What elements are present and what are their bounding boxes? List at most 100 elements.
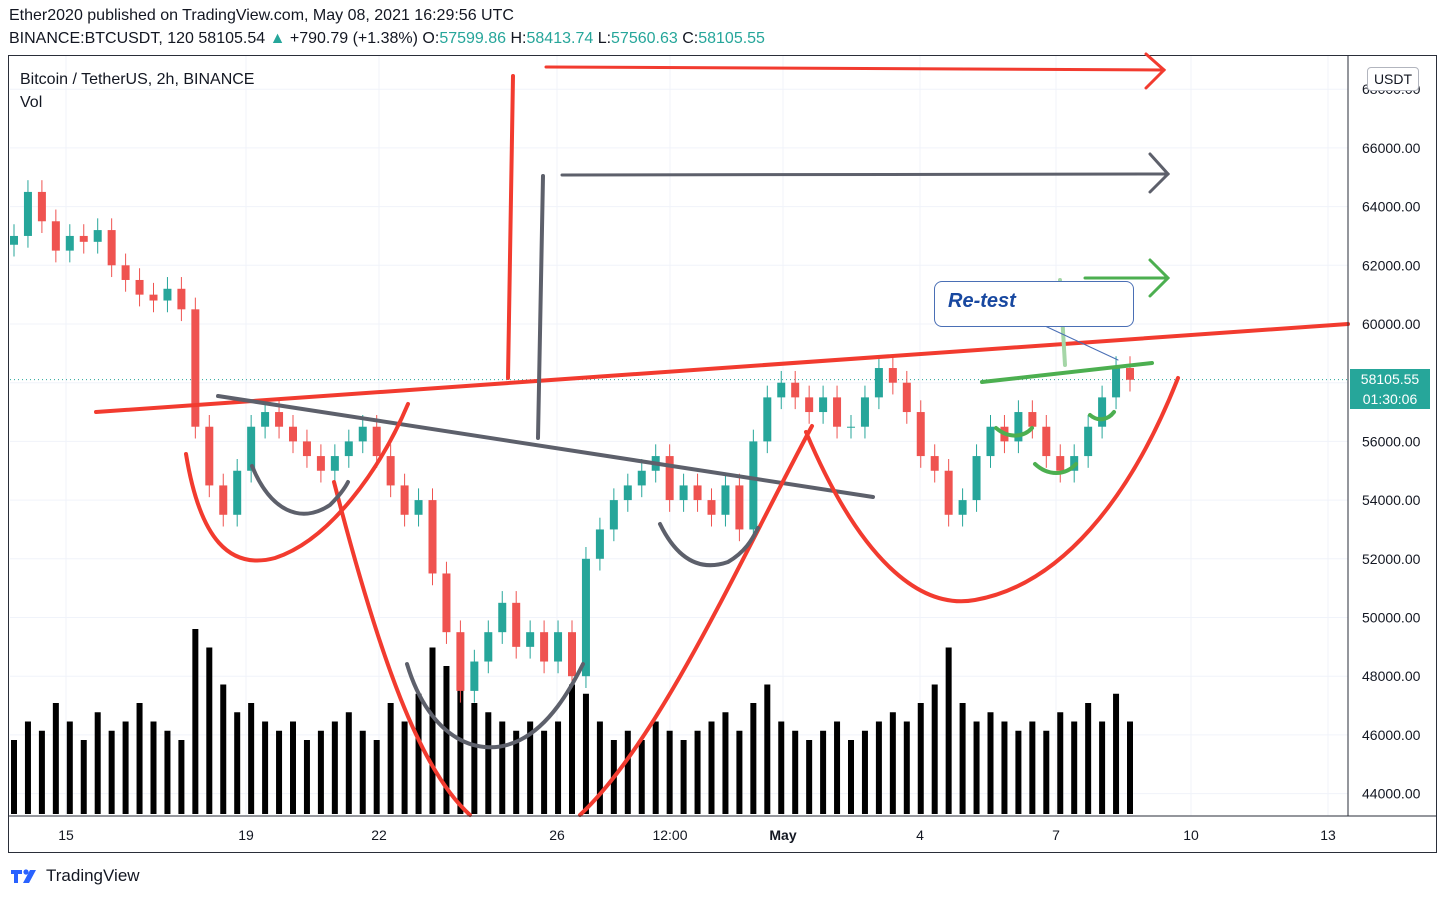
x-tick-label: 26 <box>549 827 565 843</box>
volume-bar <box>94 712 101 814</box>
close-label: C: <box>682 30 699 47</box>
candle-body <box>665 456 674 501</box>
volume-bar <box>499 721 506 814</box>
volume-bar <box>1113 693 1120 814</box>
high-label: H: <box>510 30 527 47</box>
candle-body <box>386 456 395 486</box>
volume-bar <box>38 730 45 814</box>
volume-bar <box>262 721 269 814</box>
gray-trendline <box>216 394 875 499</box>
candle-body <box>191 309 200 427</box>
candle-body <box>289 426 297 442</box>
red-cup-right <box>804 376 1180 604</box>
volume-bar <box>569 684 575 814</box>
candle-body <box>261 412 270 427</box>
candle-body <box>219 485 228 515</box>
volume-bar <box>1015 730 1022 814</box>
candle-body <box>679 485 688 501</box>
y-tick-label: 50000.00 <box>1362 610 1421 626</box>
volume-legend: Vol <box>20 94 43 111</box>
x-tick-label: 22 <box>371 827 387 843</box>
volume-bar <box>722 712 729 814</box>
volume-bar <box>122 721 129 814</box>
volume-bar <box>652 721 659 814</box>
volume-bar <box>736 730 743 814</box>
volume-bar <box>596 721 603 814</box>
volume-bar <box>387 703 394 814</box>
candle-body <box>163 288 172 301</box>
ohlc-bar: BINANCE:BTCUSDT, 120 58105.54 ▲ +790.79 … <box>9 30 765 48</box>
green-cup-3 <box>1088 410 1116 422</box>
candle-body <box>149 294 158 301</box>
candle-body <box>1042 426 1051 457</box>
candle-body <box>693 485 702 501</box>
volume-bar <box>1001 721 1008 814</box>
y-tick-label: 62000.00 <box>1362 257 1421 273</box>
volume-bar <box>80 740 87 814</box>
chart-frame <box>8 55 1437 853</box>
tradingview-logo-icon <box>11 869 36 883</box>
price-axis: 68000.0066000.0064000.0062000.0060000.00… <box>1347 56 1421 816</box>
y-tick-label: 60000.00 <box>1362 316 1421 332</box>
volume-bar <box>1099 721 1106 814</box>
candle-body <box>372 426 381 457</box>
candle-body <box>1014 412 1023 442</box>
candle-body <box>23 191 32 236</box>
red-neckline <box>94 322 1350 414</box>
volume-bar <box>206 647 213 814</box>
volume-bar <box>485 712 492 814</box>
candle-body <box>344 441 353 457</box>
volume-bar <box>303 740 310 814</box>
volume-bar <box>108 730 115 814</box>
candle-body <box>233 470 242 515</box>
volume-bar <box>443 666 450 814</box>
green-neckline <box>980 361 1154 384</box>
low-value: 57560.63 <box>611 30 678 47</box>
candle-body <box>121 265 130 280</box>
candle-body <box>498 602 507 633</box>
volume-bar <box>11 740 17 814</box>
candle-body <box>874 368 883 398</box>
candle-body <box>860 397 869 427</box>
volume-bar <box>513 730 520 814</box>
gray-cup-2 <box>405 662 585 750</box>
publish-info: Ether2020 published on TradingView.com, … <box>9 7 514 24</box>
candle-body <box>330 456 339 471</box>
candle-body <box>107 230 116 266</box>
volume-bar <box>401 721 408 814</box>
x-tick-label: 4 <box>916 827 924 843</box>
candle-body <box>972 456 981 501</box>
green-arrow-head <box>1148 258 1171 298</box>
gray-cup-1 <box>250 464 350 516</box>
candle-body <box>414 500 423 515</box>
volume-bar <box>234 712 241 814</box>
volume-bar <box>220 684 227 814</box>
x-tick-label: May <box>769 827 796 843</box>
volume-bar <box>666 730 673 814</box>
volume-bar <box>457 684 464 814</box>
last-price: 58105.54 <box>198 30 266 47</box>
red-target-vertical <box>506 74 515 380</box>
candle-body <box>721 485 730 515</box>
volume-bar <box>471 703 478 814</box>
volume-bar <box>750 703 757 814</box>
symbol-label: BINANCE:BTCUSDT, 120 <box>9 30 194 47</box>
volume-bar <box>973 721 980 814</box>
price-change: +790.79 (+1.38%) <box>289 30 418 47</box>
open-label: O: <box>422 30 440 47</box>
candle-body <box>93 230 102 242</box>
candle-body <box>805 397 814 413</box>
candle-body <box>819 397 828 413</box>
volume-bar <box>276 730 283 814</box>
candle-body <box>540 632 549 662</box>
bar-countdown: 01:30:06 <box>1362 391 1418 407</box>
candle-body <box>791 382 800 398</box>
currency-badge[interactable]: USDT <box>1367 67 1419 91</box>
volume-bar <box>945 647 952 814</box>
volume-bar <box>164 730 171 814</box>
candle-body <box>1112 368 1121 398</box>
volume-bar <box>708 721 715 814</box>
candle-body <box>470 661 479 691</box>
x-tick-label: 13 <box>1320 827 1336 843</box>
